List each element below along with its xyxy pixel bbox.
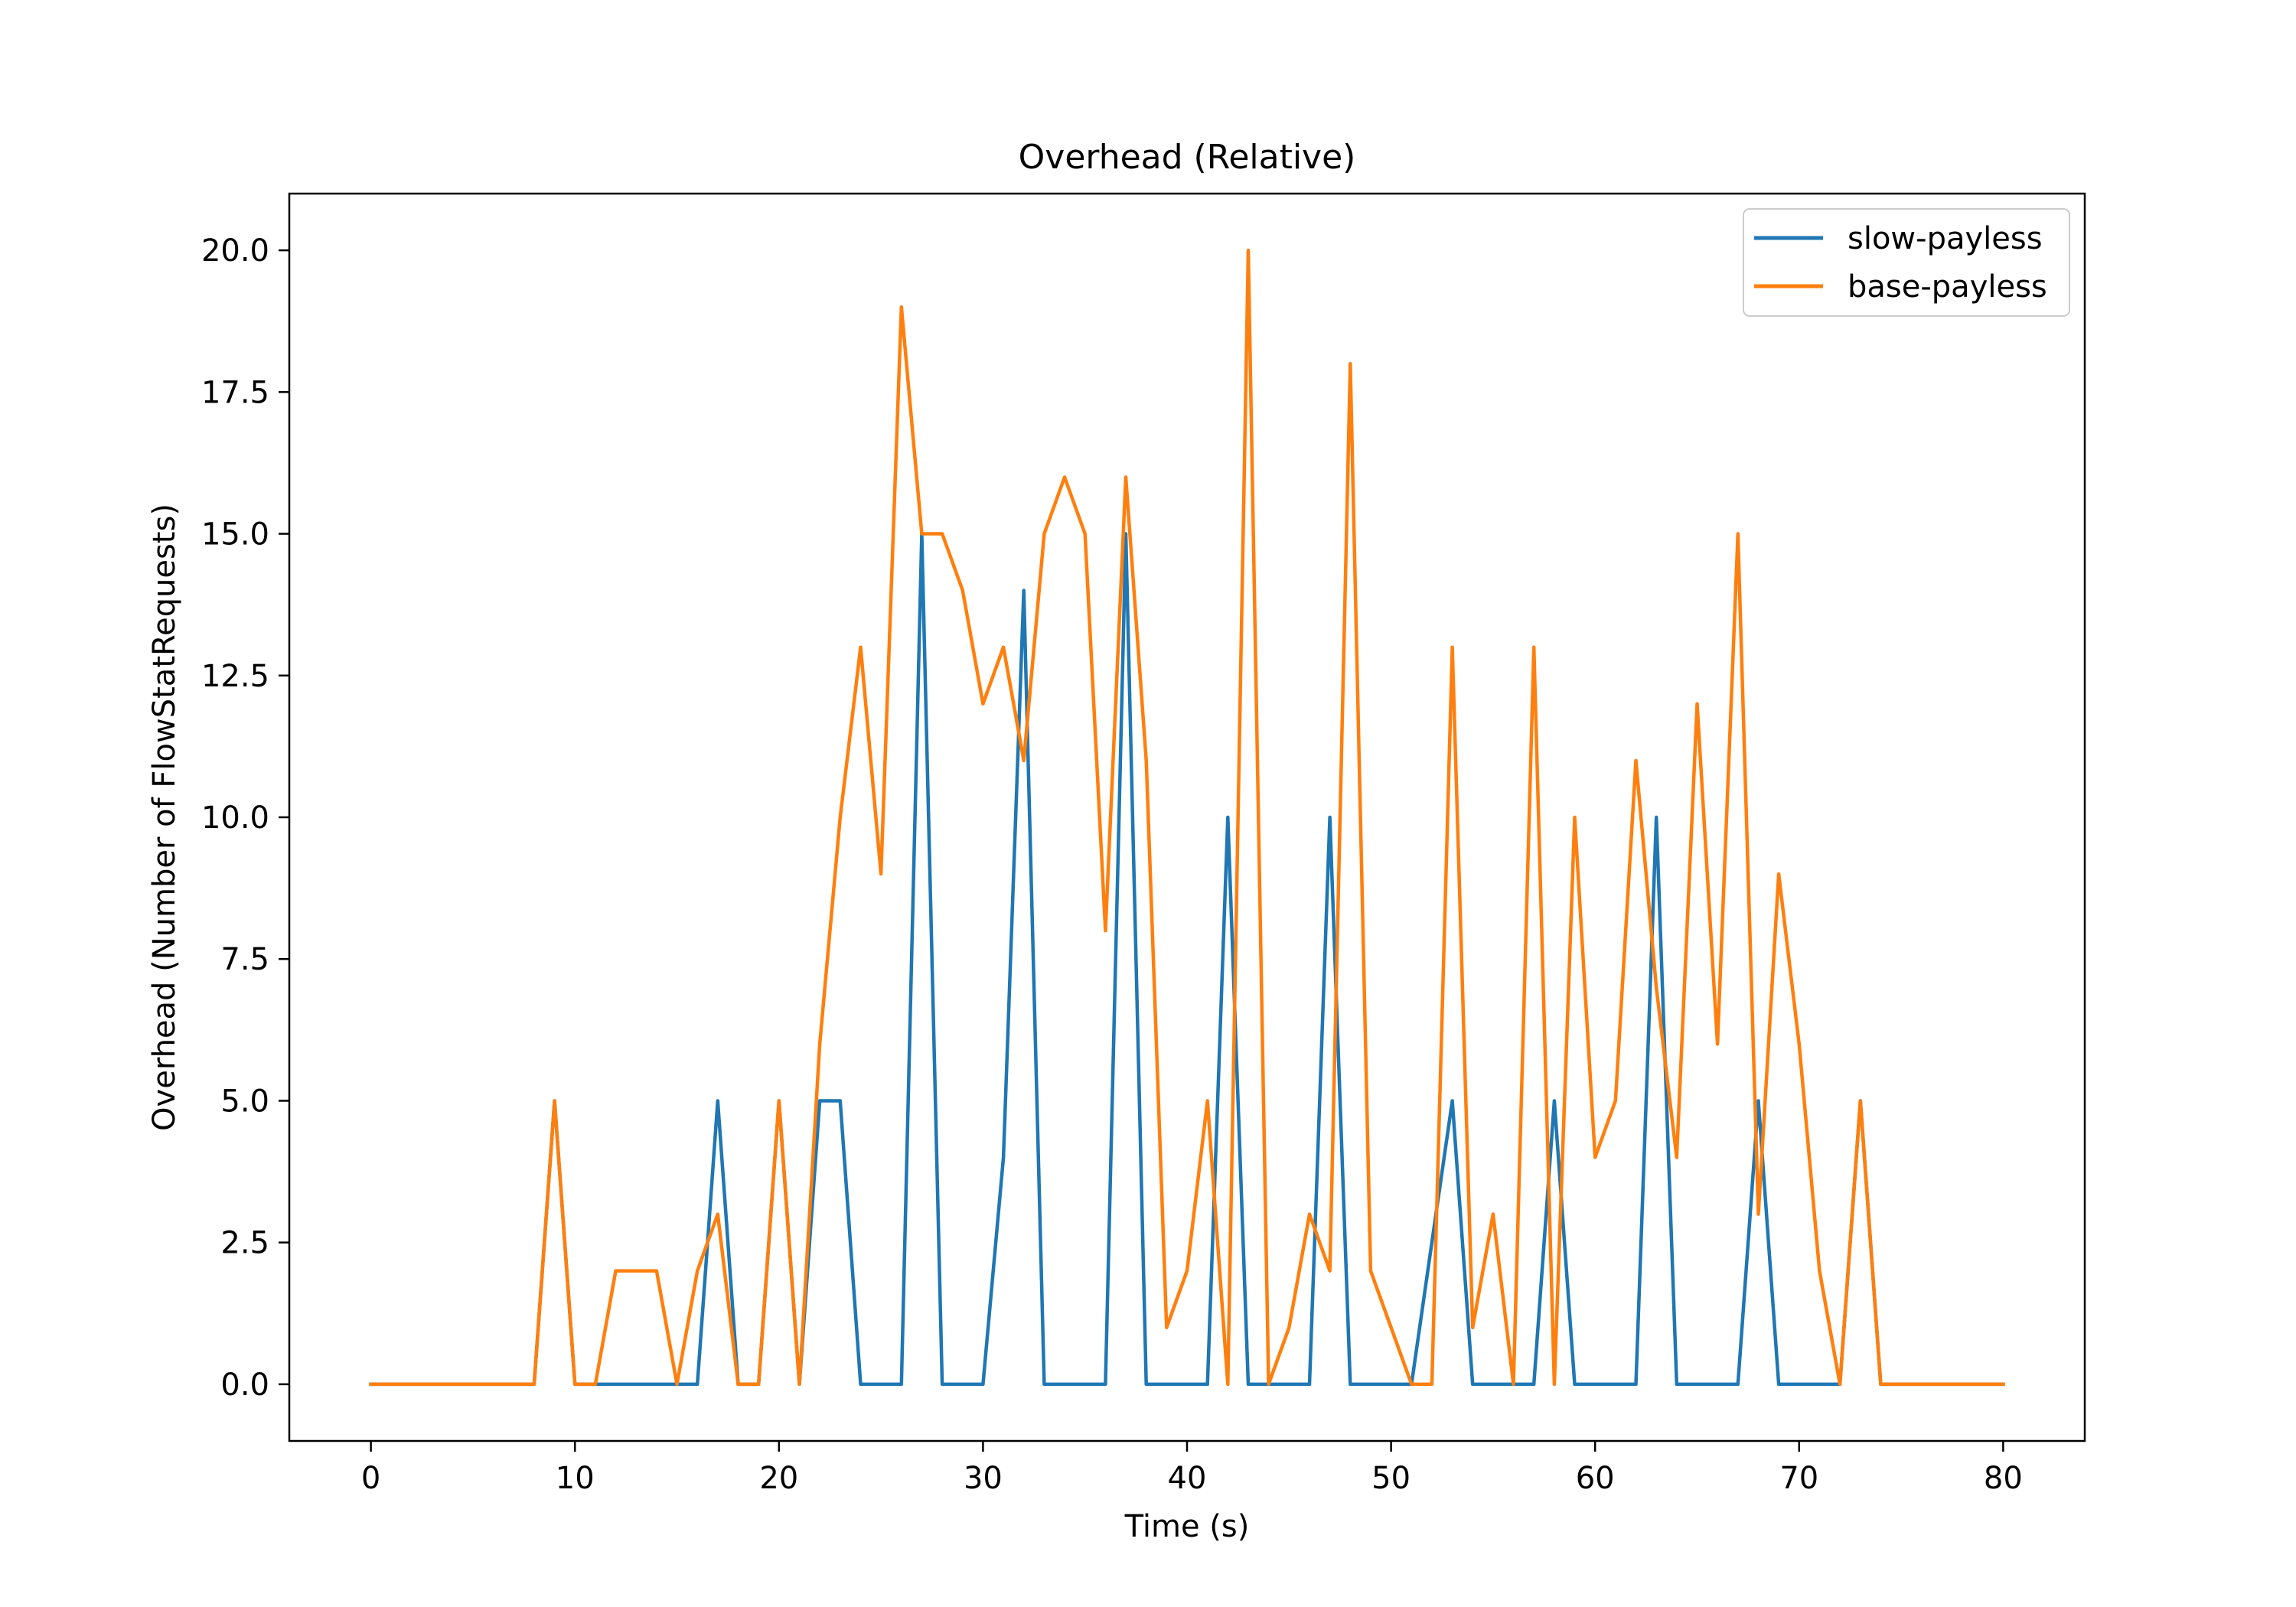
legend-box bbox=[1743, 208, 2070, 317]
y-tick-label: 15.0 bbox=[201, 517, 269, 553]
x-axis-ticks: 0 10 20 30 40 50 60 70 80 bbox=[361, 1441, 2023, 1496]
y-tick-label: 0.0 bbox=[220, 1367, 269, 1403]
x-tick-label: 80 bbox=[1984, 1461, 2023, 1496]
chart-title: Overhead (Relative) bbox=[1019, 138, 1356, 177]
y-tick-label: 7.5 bbox=[220, 942, 269, 977]
x-tick-label: 70 bbox=[1779, 1461, 1818, 1496]
x-tick-label: 40 bbox=[1168, 1461, 1207, 1496]
x-tick-label: 10 bbox=[556, 1461, 595, 1496]
x-tick-label: 20 bbox=[759, 1461, 798, 1496]
x-tick-label: 0 bbox=[361, 1461, 380, 1496]
y-tick-label: 2.5 bbox=[220, 1226, 269, 1261]
y-axis-ticks: 0.0 2.5 5.0 7.5 10.0 12.5 15.0 17.5 20.0 bbox=[201, 233, 289, 1403]
y-tick-label: 5.0 bbox=[220, 1084, 269, 1119]
y-tick-label: 17.5 bbox=[201, 375, 269, 410]
x-tick-label: 50 bbox=[1371, 1461, 1411, 1496]
legend: slow-payless base-payless bbox=[1743, 208, 2070, 317]
legend-label-slow-payless: slow-payless bbox=[1848, 221, 2043, 256]
y-tick-label: 12.5 bbox=[201, 659, 269, 694]
legend-label-base-payless: base-payless bbox=[1848, 269, 2047, 305]
x-axis-label: Time (s) bbox=[1124, 1509, 1250, 1544]
series-line-slow-payless bbox=[369, 532, 2005, 1387]
y-axis-label: Overhead (Number of FlowStatRequests) bbox=[147, 504, 182, 1131]
series-layer bbox=[369, 248, 2005, 1387]
y-tick-label: 10.0 bbox=[201, 800, 269, 836]
x-tick-label: 30 bbox=[964, 1461, 1003, 1496]
series-line-base-payless bbox=[369, 248, 2005, 1387]
y-tick-label: 20.0 bbox=[201, 233, 269, 269]
x-tick-label: 60 bbox=[1576, 1461, 1615, 1496]
